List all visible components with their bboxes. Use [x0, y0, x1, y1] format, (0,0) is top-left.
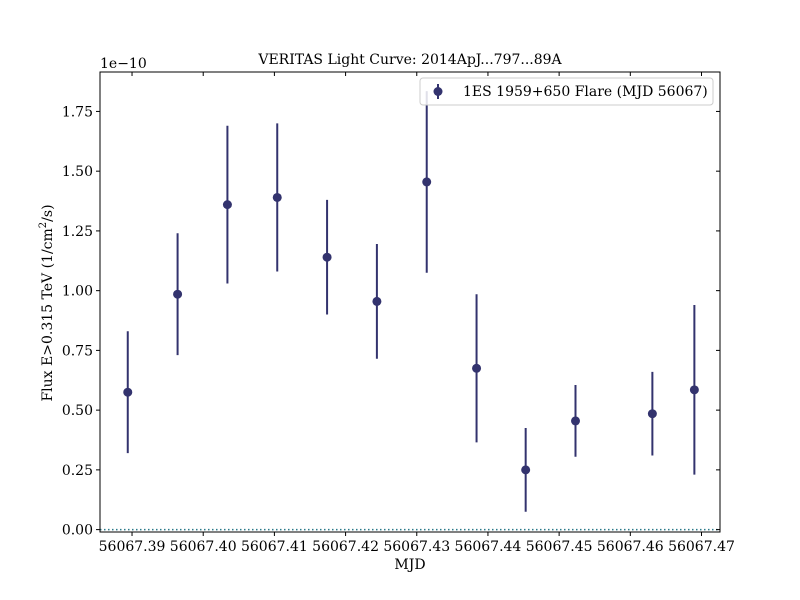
data-point [647, 409, 657, 419]
y-axis-label: Flux E>0.315 TeV (1/cm2/s) [38, 204, 56, 401]
y-tick-label: 0.25 [62, 463, 93, 479]
x-tick-label: 56067.42 [312, 539, 379, 555]
y-offset-label: 1e−10 [100, 56, 147, 72]
data-point [173, 289, 183, 299]
data-point [272, 192, 282, 202]
data-point [570, 416, 580, 426]
y-axis-label-superscript: 2 [38, 222, 49, 228]
legend-box [419, 77, 714, 106]
y-axis-label-tail: /s) [40, 204, 56, 221]
y-tick-label: 0.00 [62, 523, 93, 539]
data-point [372, 296, 382, 306]
data-point [322, 252, 332, 262]
x-axis-ticks: 56067.39 56067.40 56067.41 56067.42 56067.43… [99, 72, 735, 555]
x-tick-label: 56067.43 [383, 539, 450, 555]
y-tick-label: 0.75 [62, 343, 93, 359]
y-tick-label: 1.25 [62, 224, 93, 240]
y-tick-label: 1.00 [62, 284, 93, 300]
data-point [123, 387, 133, 397]
y-axis-label-main: Flux E>0.315 TeV (1/cm [40, 228, 56, 401]
data-points [123, 177, 699, 475]
data-point [222, 200, 232, 210]
chart-title: VERITAS Light Curve: 2014ApJ...797...89A [257, 52, 562, 68]
data-point [472, 363, 482, 373]
data-point [521, 465, 531, 475]
y-tick-label: 1.75 [62, 104, 93, 120]
data-point [689, 385, 699, 395]
legend-marker-icon [433, 87, 443, 96]
legend-label: 1ES 1959+650 Flare (MJD 56067) [463, 84, 708, 100]
x-axis-label: MJD [394, 557, 425, 573]
y-tick-label: 0.50 [62, 403, 93, 419]
x-tick-label: 56067.46 [597, 539, 664, 555]
legend: 1ES 1959+650 Flare (MJD 56067) [419, 77, 714, 106]
x-tick-label: 56067.44 [455, 539, 522, 555]
y-axis-ticks: 0.00 0.25 0.50 0.75 1.00 1.25 1.50 1.75 [62, 104, 720, 539]
x-tick-label: 56067.39 [99, 539, 166, 555]
x-tick-label: 56067.47 [668, 539, 735, 555]
data-point [422, 177, 432, 187]
x-tick-label: 56067.45 [526, 539, 593, 555]
x-tick-label: 56067.41 [241, 539, 308, 555]
x-tick-label: 56067.40 [170, 539, 237, 555]
plot-frame [99, 71, 721, 533]
error-bars [126, 91, 696, 512]
y-tick-label: 1.50 [62, 164, 93, 180]
